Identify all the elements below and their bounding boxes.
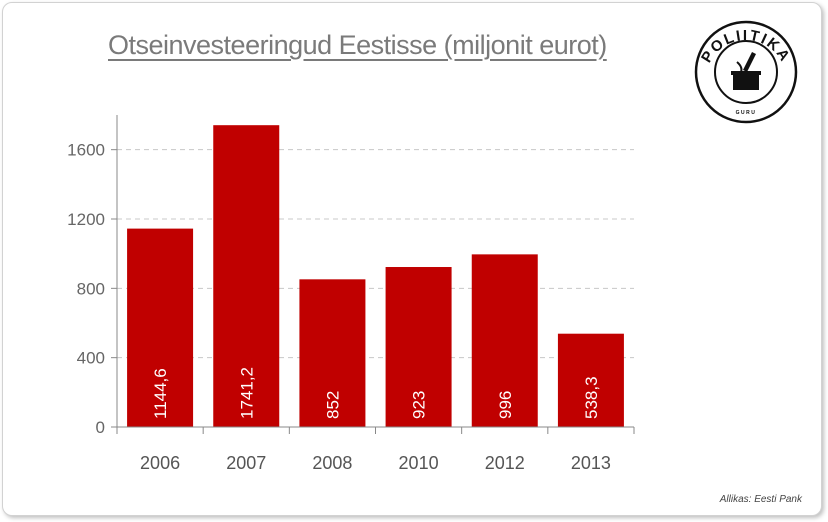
- ballot-box-icon: [731, 52, 761, 90]
- logo-subtext: GURU: [736, 110, 757, 116]
- bar-2010: [385, 267, 452, 427]
- x-tick-label: 2012: [485, 453, 525, 473]
- x-tick-label: 2007: [226, 453, 266, 473]
- y-tick-label: 1200: [67, 210, 105, 229]
- data-label: 852: [323, 391, 342, 419]
- bar-2006: [127, 228, 194, 427]
- chart-title: Otseinvesteeringud Eestisse (miljonit eu…: [108, 30, 607, 60]
- data-label: 538,3: [582, 376, 601, 419]
- poliitika-logo: POLIITIKA GURU: [694, 20, 798, 124]
- data-label: 1144,6: [151, 368, 170, 419]
- axes: [111, 115, 635, 434]
- bar-2012: [471, 254, 538, 427]
- data-label: 996: [496, 391, 515, 419]
- bar-2013: [557, 333, 624, 427]
- x-tick-label: 2013: [571, 453, 611, 473]
- x-tick-label: 2010: [399, 453, 439, 473]
- y-tick-label: 1600: [67, 141, 105, 160]
- bar-2008: [299, 279, 366, 427]
- source-note: Allikas: Eesti Pank: [719, 494, 802, 505]
- x-tick-label: 2008: [312, 453, 352, 473]
- bars: [127, 125, 624, 427]
- data-label: 923: [410, 391, 429, 419]
- x-tick-label: 2006: [140, 453, 180, 473]
- data-label: 1741,2: [237, 367, 256, 419]
- labels: 0 400 800 1200 1600 1144,6 2006 1741,2 2007 852 20…: [67, 141, 611, 473]
- y-tick-label: 800: [77, 279, 105, 298]
- gridlines: [117, 149, 634, 359]
- y-tick-label: 400: [77, 349, 105, 368]
- y-tick-label: 0: [96, 418, 105, 437]
- bar-2007: [213, 125, 280, 427]
